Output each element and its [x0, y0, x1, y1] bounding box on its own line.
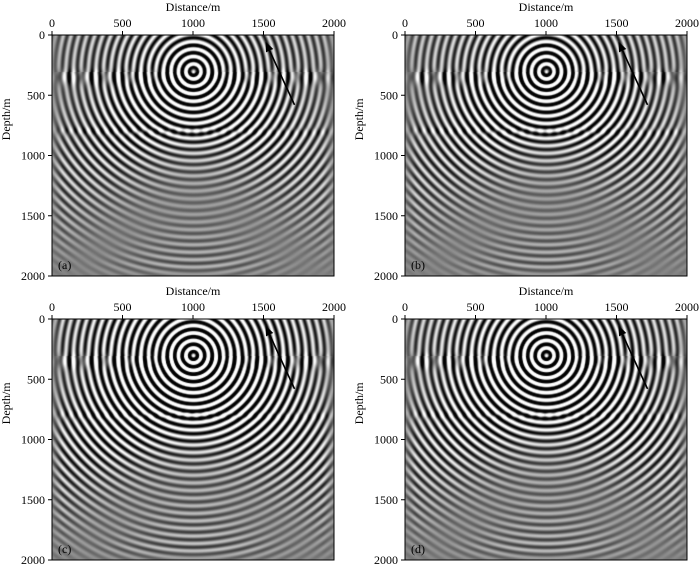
x-tick-label: 2000 [675, 16, 699, 30]
x-tick-label: 1500 [252, 300, 276, 314]
x-tick-label: 2000 [675, 300, 699, 314]
y-tick-label: 500 [27, 88, 45, 102]
y-tick-label: 1000 [21, 149, 45, 163]
y-axis-label: Depth/m [0, 382, 13, 425]
x-tick-label: 0 [49, 16, 55, 30]
x-tick-label: 0 [49, 300, 55, 314]
y-tick-label: 500 [27, 372, 45, 386]
x-tick-label: 1000 [181, 300, 205, 314]
panel-label: (d) [411, 542, 425, 556]
y-tick-label: 500 [380, 88, 398, 102]
x-tick-label: 0 [402, 300, 408, 314]
y-tick-label: 1000 [21, 433, 45, 447]
y-tick-label: 1500 [21, 209, 45, 223]
annotation-arrow [265, 325, 296, 390]
y-tick-label: 2000 [374, 269, 398, 283]
y-tick-label: 0 [39, 312, 45, 326]
y-tick-label: 500 [380, 372, 398, 386]
y-tick-label: 0 [392, 312, 398, 326]
panel-a: 0 500 1000 1500 2000 Distance/m 0 500 1000 1500 20… [0, 0, 346, 283]
panel-d: 0 500 1000 1500 2000 Distance/m 0 500 1000 1500 20… [352, 284, 699, 567]
x-tick-label: 2000 [322, 300, 346, 314]
y-tick-label: 1000 [374, 433, 398, 447]
y-axis-label: Depth/m [352, 382, 366, 425]
y-tick-label: 2000 [21, 269, 45, 283]
y-tick-label: 0 [39, 28, 45, 42]
x-axis-label: Distance/m [166, 284, 221, 298]
x-tick-label: 1000 [181, 16, 205, 30]
x-axis-label: Distance/m [519, 284, 574, 298]
panel-c: 0 500 1000 1500 2000 Distance/m 0 500 1000 1500 20… [0, 284, 346, 567]
y-tick-label: 1500 [374, 493, 398, 507]
annotation-arrow [265, 41, 296, 106]
panel-label: (b) [411, 258, 425, 272]
wavefield-image [52, 35, 334, 276]
y-tick-label: 1000 [374, 149, 398, 163]
x-tick-label: 500 [467, 16, 485, 30]
annotation-arrow [618, 41, 649, 106]
x-tick-label: 1000 [534, 16, 558, 30]
y-axis-label: Depth/m [0, 98, 13, 141]
x-tick-label: 1500 [605, 16, 629, 30]
panel-b: 0 500 1000 1500 2000 Distance/m 0 500 1000 1500 20… [352, 0, 699, 283]
wavefield-image [52, 319, 334, 560]
x-tick-label: 1500 [605, 300, 629, 314]
x-tick-label: 500 [114, 16, 132, 30]
y-tick-label: 2000 [374, 553, 398, 567]
panel-label: (c) [58, 542, 71, 556]
x-tick-label: 500 [114, 300, 132, 314]
x-tick-label: 1000 [534, 300, 558, 314]
annotation-arrow [618, 325, 649, 390]
x-tick-label: 500 [467, 300, 485, 314]
x-axis-label: Distance/m [166, 0, 221, 14]
x-tick-label: 1500 [252, 16, 276, 30]
y-tick-label: 1500 [374, 209, 398, 223]
y-tick-label: 1500 [21, 493, 45, 507]
x-tick-label: 0 [402, 16, 408, 30]
wavefield-image [405, 319, 687, 560]
y-tick-label: 2000 [21, 553, 45, 567]
x-axis-label: Distance/m [519, 0, 574, 14]
y-axis-label: Depth/m [352, 98, 366, 141]
wavefield-image [405, 35, 687, 276]
x-tick-label: 2000 [322, 16, 346, 30]
panel-label: (a) [58, 258, 71, 272]
y-tick-label: 0 [392, 28, 398, 42]
